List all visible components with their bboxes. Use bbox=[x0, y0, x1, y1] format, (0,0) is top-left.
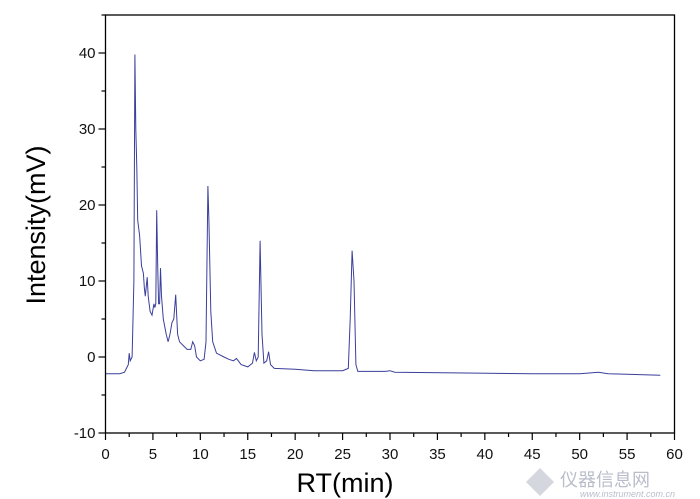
y-tick-label: 30 bbox=[79, 121, 96, 138]
x-tick-label: 5 bbox=[149, 446, 157, 463]
axis-ticks bbox=[98, 14, 676, 440]
watermark-logo-text: 仪器信息网 bbox=[560, 470, 650, 491]
plot-frame bbox=[104, 14, 676, 434]
x-tick-label: 40 bbox=[476, 446, 493, 463]
y-tick-label: 20 bbox=[79, 197, 96, 214]
x-tick-label: 15 bbox=[239, 446, 256, 463]
y-tick-label: 0 bbox=[87, 349, 95, 366]
x-tick-label: 45 bbox=[524, 446, 541, 463]
y-tick-label: 40 bbox=[79, 45, 96, 62]
x-tick-label: 55 bbox=[619, 446, 636, 463]
x-tick-label: 10 bbox=[192, 446, 209, 463]
x-tick-label: 0 bbox=[101, 446, 109, 463]
watermark-logo: 仪器信息网 www.instrument.com.cn bbox=[526, 468, 675, 499]
x-axis-title: RT(min) bbox=[297, 468, 394, 498]
x-tick-label: 25 bbox=[334, 446, 351, 463]
y-axis-title: Intensity(mV) bbox=[21, 145, 51, 304]
x-tick-label: 20 bbox=[287, 446, 304, 463]
x-tick-label: 35 bbox=[429, 446, 446, 463]
y-tick-label: 10 bbox=[79, 273, 96, 290]
x-tick-label: 50 bbox=[571, 446, 588, 463]
watermark-url-text: www.instrument.com.cn bbox=[580, 489, 675, 499]
tick-labels: 0 5 10 15 20 25 30 35 40 45 50 55 60 -10 0 10 20 30 40 bbox=[74, 45, 683, 463]
x-tick-label: 60 bbox=[666, 446, 683, 463]
chromatogram-trace bbox=[105, 54, 661, 376]
x-tick-label: 30 bbox=[382, 446, 399, 463]
y-tick-label: -10 bbox=[74, 425, 96, 442]
